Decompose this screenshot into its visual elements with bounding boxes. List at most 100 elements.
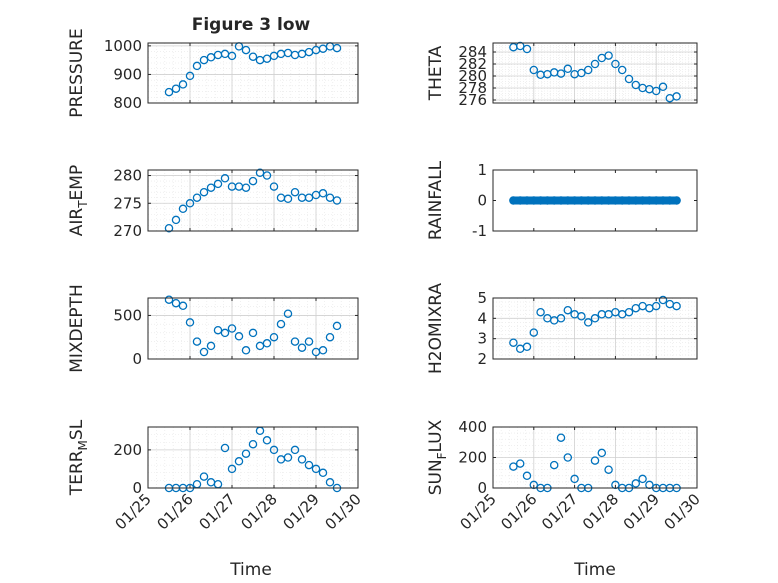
x-tick-label: 01/27 xyxy=(538,490,581,533)
data-point xyxy=(255,168,265,178)
axes-box xyxy=(147,42,359,104)
panel-rainfall: -1 0 1 RAINFALL xyxy=(426,160,698,240)
data-point xyxy=(192,337,202,346)
data-point xyxy=(325,478,335,487)
data-point xyxy=(206,183,216,192)
data-point xyxy=(597,448,607,458)
data-point xyxy=(318,189,328,198)
data-point xyxy=(283,453,293,462)
data-point xyxy=(563,64,573,74)
x-tick-label: 01/29 xyxy=(280,490,323,533)
figure-title: Figure 3 low xyxy=(192,15,311,35)
data-point xyxy=(241,183,251,192)
data-point xyxy=(241,346,251,355)
data-point xyxy=(283,309,293,318)
panel-terr-msl: 020001/2501/2601/2701/2801/2901/30TERRMS… xyxy=(67,419,365,533)
x-tick-label: 01/28 xyxy=(579,490,622,533)
x-tick-label: 01/29 xyxy=(620,490,663,533)
y-tick-label: 0 xyxy=(477,192,487,210)
data-point xyxy=(276,319,286,329)
y-tick-label: 4 xyxy=(477,309,487,327)
y-tick-label: 282 xyxy=(458,55,487,73)
data-point xyxy=(297,343,307,352)
data-point xyxy=(332,43,342,53)
data-point xyxy=(318,468,328,478)
data-point xyxy=(199,55,209,65)
data-point xyxy=(529,328,539,337)
data-point xyxy=(192,61,202,71)
data-point xyxy=(248,328,258,338)
y-tick-label: 900 xyxy=(113,65,142,83)
data-point xyxy=(290,445,300,455)
data-point xyxy=(325,332,335,342)
data-point xyxy=(658,82,668,92)
data-point xyxy=(227,324,237,333)
axes-box xyxy=(492,42,698,104)
data-point xyxy=(262,339,272,348)
data-point xyxy=(178,80,188,89)
y-tick-label: 278 xyxy=(458,79,487,97)
data-point xyxy=(199,187,209,197)
data-point xyxy=(624,307,634,317)
data-point xyxy=(624,74,634,84)
data-point xyxy=(185,199,195,208)
x-tick-label: 01/26 xyxy=(497,490,540,533)
panel-h2omixra: 2 3 4 5 H2OMIXRA xyxy=(426,283,698,374)
data-point xyxy=(590,456,600,465)
data-point xyxy=(241,449,251,458)
data-point xyxy=(304,337,314,346)
y-tick-label: 5 xyxy=(477,289,487,307)
y-tick-label: 1 xyxy=(477,161,487,179)
data-point xyxy=(658,295,668,305)
data-point xyxy=(509,462,518,471)
data-point xyxy=(577,68,586,78)
x-tick-label: 01/30 xyxy=(661,490,704,533)
y-tick-label: 275 xyxy=(113,194,142,212)
data-point xyxy=(234,457,244,466)
data-point xyxy=(255,341,265,351)
data-point xyxy=(227,464,237,474)
data-point xyxy=(178,204,188,214)
plot-background xyxy=(148,298,358,359)
data-point xyxy=(311,464,321,474)
data-point xyxy=(556,314,566,323)
axes-box xyxy=(147,426,359,489)
y-axis-label: PRESSURE xyxy=(67,28,87,117)
y-tick-label: 200 xyxy=(458,449,487,467)
x-axis-label-right: Time xyxy=(573,560,616,580)
data-point xyxy=(185,318,195,327)
x-axis-label-left: Time xyxy=(229,560,272,580)
data-point xyxy=(522,44,532,54)
data-point xyxy=(672,92,681,101)
y-axis-label: THETA xyxy=(426,45,446,101)
y-tick-label: 200 xyxy=(113,441,142,459)
data-point xyxy=(290,337,300,346)
data-point xyxy=(515,459,525,468)
data-point xyxy=(536,307,545,317)
y-tick-label: 280 xyxy=(458,67,487,85)
data-point xyxy=(529,65,539,75)
data-point xyxy=(206,341,216,351)
plot-background xyxy=(493,298,697,359)
y-tick-label: 0 xyxy=(132,350,142,368)
plot-background xyxy=(148,43,358,103)
data-point xyxy=(192,193,202,202)
x-tick-label: 01/30 xyxy=(322,490,365,533)
y-tick-label: 800 xyxy=(113,94,142,112)
data-point xyxy=(164,223,174,233)
data-point xyxy=(563,453,573,462)
y-axis-label: AIRTEMP xyxy=(67,165,90,236)
y-tick-label: 0 xyxy=(477,479,487,497)
data-point xyxy=(297,455,307,464)
y-tick-label: 3 xyxy=(477,330,487,348)
data-point xyxy=(283,194,293,204)
data-point xyxy=(269,332,279,342)
y-tick-label: 2 xyxy=(477,350,487,368)
data-point xyxy=(570,474,579,484)
data-point xyxy=(556,433,566,442)
y-axis-label: MIXDEPTH xyxy=(67,284,87,373)
data-point xyxy=(213,325,223,335)
data-point xyxy=(171,298,181,308)
